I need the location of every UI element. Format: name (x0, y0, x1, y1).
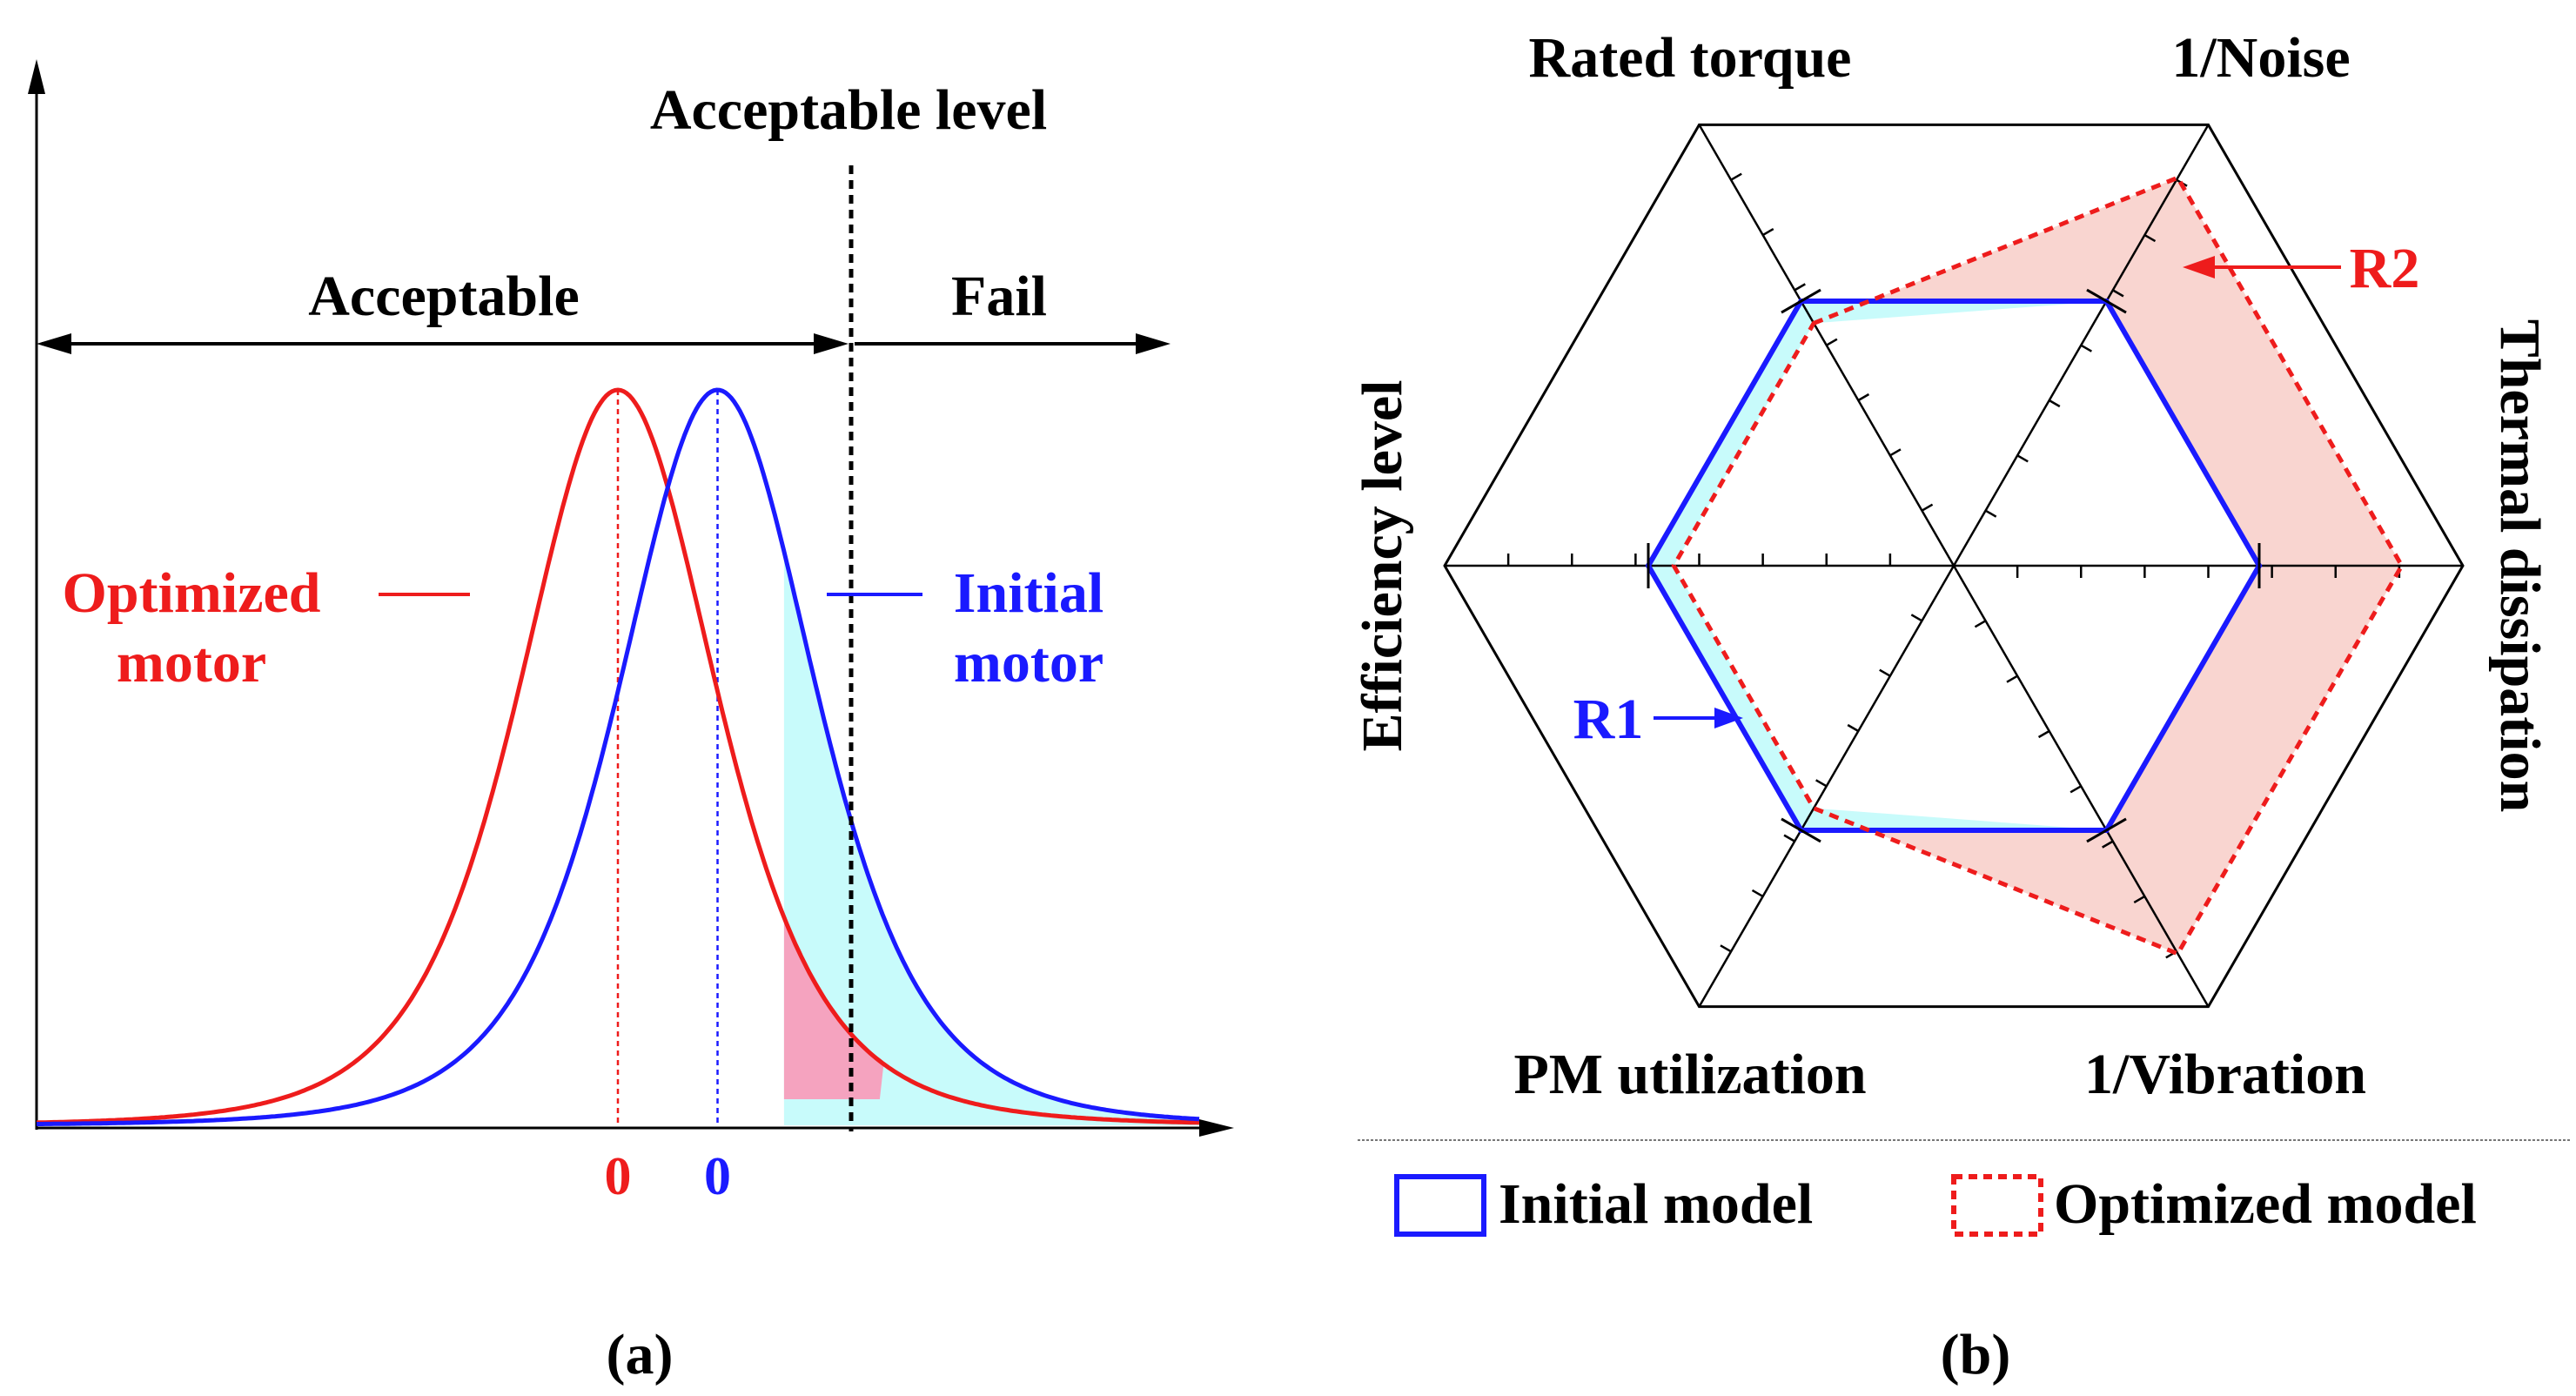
fail-label: Fail (951, 265, 1047, 328)
radar-tick (2037, 729, 2050, 739)
initial-motor-curve (37, 387, 1200, 1126)
acceptable-label: Acceptable (308, 265, 580, 328)
caption-b: (b) (1941, 1323, 2011, 1386)
radar-tick (1921, 503, 1934, 512)
initial-label-line1: Initial (954, 561, 1104, 625)
radar-tick (1815, 779, 1828, 788)
radar-tick (1984, 509, 1997, 518)
axis-label-efficiency: Efficiency level (1351, 379, 1414, 751)
radar-tick (1847, 723, 1859, 733)
radar-tick (2049, 399, 2061, 408)
optimized-model-polygon (1671, 175, 2405, 956)
radar-tick (1826, 338, 1838, 346)
axis-label-noise: 1/Noise (2171, 26, 2350, 90)
initial-vertex-mark (1781, 817, 1821, 843)
r2-arrow-head (2183, 256, 2215, 279)
axis-label-rated-torque: Rated torque (1529, 26, 1852, 90)
initial-vertex-mark (1781, 288, 1821, 314)
radar-tick (2016, 454, 2029, 463)
axis-label-vibration: 1/Vibration (2084, 1043, 2366, 1106)
acceptable-arrow-right-head (814, 333, 849, 354)
radar-tick (1762, 227, 1774, 237)
axis-label-pm-utilization: PM utilization (1513, 1043, 1866, 1106)
optimized-label-line1: Optimized (63, 561, 321, 625)
y-axis-arrow (28, 59, 45, 94)
radar-tick (1857, 393, 1870, 402)
radar-tick (1751, 889, 1764, 898)
acceptable-level-label: Acceptable level (650, 78, 1047, 142)
legend-initial-swatch (1394, 1174, 1486, 1237)
legend-optimized-label: Optimized model (2054, 1172, 2477, 1236)
radar-tick (2102, 840, 2114, 849)
optimized-mean-label: 0 (605, 1147, 632, 1206)
axis-label-thermal: Thermal dissipation (2488, 319, 2552, 813)
radar-tick (1794, 283, 1806, 292)
x-axis-arrow (1199, 1119, 1234, 1137)
radar-tick (2070, 785, 2082, 794)
radar-tick (2112, 289, 2124, 298)
initial-label-line2: motor (954, 631, 1104, 695)
optimized-motor-curve (36, 387, 1200, 1125)
caption-a: (a) (607, 1323, 674, 1386)
initial-vertex-mark (2086, 817, 2127, 843)
radar-tick (1783, 834, 1795, 842)
initial-mean-label: 0 (704, 1147, 731, 1206)
radar-tick (1879, 668, 1891, 677)
initial-vertex-mark (2086, 288, 2127, 314)
r1-label: R1 (1573, 688, 1644, 751)
legend-optimized-swatch (1951, 1174, 2043, 1237)
r2-label: R2 (2350, 237, 2420, 300)
radar-tick (2143, 233, 2157, 243)
fail-arrow-head (1136, 333, 1171, 354)
optimized-label-line2: motor (117, 631, 266, 695)
radar-tick (1889, 448, 1902, 457)
optimized-fail-area (783, 916, 884, 1099)
radar-tick (2133, 895, 2146, 904)
radar-tick (1720, 944, 1732, 953)
radar-tick (1974, 620, 1987, 628)
radar-tick (1730, 172, 1742, 181)
panel-b: Rated torque 1/Noise Thermal dissipation… (1351, 26, 2572, 1386)
radar-tick (2006, 675, 2018, 683)
radar-tick (1910, 614, 1923, 622)
r1-arrow-head (1714, 708, 1743, 728)
legend-initial-label: Initial model (1499, 1172, 1813, 1236)
panel-a: Acceptable level Acceptable Fail Optimiz… (28, 59, 1234, 1386)
acceptable-arrow-left-head (37, 333, 71, 354)
initial-fail-area (783, 551, 1199, 1125)
radar-tick (2080, 344, 2092, 352)
